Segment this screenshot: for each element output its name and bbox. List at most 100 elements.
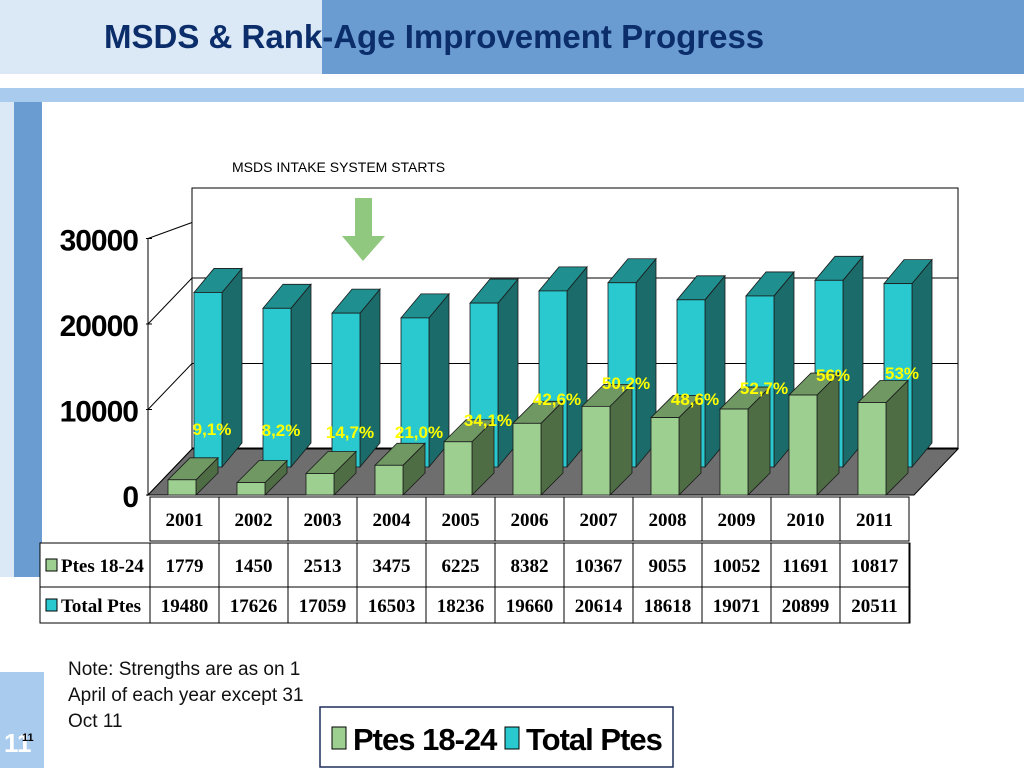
table-value: 18618: [644, 596, 692, 617]
legend-swatch: [331, 726, 347, 750]
bar-ptes-2011: [857, 379, 909, 496]
corner-box: [0, 672, 44, 768]
table-value: 1779: [166, 556, 204, 577]
percent-label: 42,6%: [533, 390, 581, 409]
arrow-down-icon: [342, 198, 385, 261]
percent-label: 14,7%: [326, 423, 374, 442]
y-tick-label: 10000: [60, 396, 139, 429]
bar-ptes-2007: [581, 383, 633, 496]
table-cell: [839, 586, 910, 624]
percent-labels: 9,1% 8,2% 14,7% 21,0% 34,1% 42,6% 50,2% 48,6% 52…: [193, 364, 919, 442]
bar-ptes-2005-front: [443, 441, 473, 496]
table-year: 2007: [580, 510, 619, 531]
percent-label: 8,2%: [262, 421, 301, 440]
y-tick-label: 30000: [60, 225, 139, 258]
table-year: 2002: [235, 510, 273, 531]
bar-ptes-2006-front: [512, 422, 542, 496]
bar-ptes-2008-front: [650, 417, 680, 496]
table-year: 2008: [649, 510, 687, 531]
table-value: 17059: [299, 596, 347, 617]
y-tick-label: 20000: [60, 310, 139, 343]
bar-ptes-2004: [374, 442, 426, 496]
bar-ptes-2003: [305, 450, 357, 496]
table-value: 2513: [304, 556, 342, 577]
table-value: 19480: [161, 596, 209, 617]
table-value: 11691: [782, 556, 828, 577]
table-header-cell: [839, 496, 910, 542]
bar-total-2001: [193, 267, 243, 469]
table-value: 19660: [506, 596, 554, 617]
bar-total-2004: [400, 292, 450, 469]
bar-total-front: [331, 312, 361, 468]
bar-ptes-2008: [650, 394, 702, 496]
table-row-label: Ptes 18-24: [61, 556, 144, 577]
bar-ptes-2010: [788, 372, 840, 496]
annotation-text: MSDS INTAKE SYSTEM STARTS: [232, 159, 445, 175]
percent-label: 50,2%: [602, 374, 650, 393]
table-value: 18236: [437, 596, 485, 617]
bar-ptes-2011-front: [857, 402, 887, 496]
table-value: 9055: [649, 556, 687, 577]
legend-box: [319, 706, 674, 768]
header-band-dark: [322, 0, 1024, 74]
note-text: Note: Strengths are as on 1 April of eac…: [68, 659, 304, 732]
table-year: 2001: [166, 510, 204, 531]
bar-ptes-2002: [236, 459, 288, 496]
bar-ptes-2005: [443, 418, 495, 496]
bar-total-front: [262, 307, 292, 468]
percent-label: 56%: [816, 366, 850, 385]
legend-label: Total Ptes: [526, 722, 662, 757]
bar-total-2003: [331, 288, 381, 469]
data-table: 2001 2002 2003 2004 2005 2006 2007 2008 2009 2010…: [39, 496, 911, 624]
side-band-light: [0, 102, 14, 577]
y-axis-ticks: 0 10000 20000 30000: [60, 225, 152, 514]
bar-ptes-2001: [167, 456, 219, 496]
bar-total-front: [193, 292, 223, 468]
bar-ptes-2009: [719, 386, 771, 496]
page-title: MSDS & Rank-Age Improvement Progress: [104, 18, 765, 55]
bar-ptes-2001-front: [167, 479, 197, 496]
bar-total-front: [400, 317, 430, 468]
table-value: 1450: [235, 556, 273, 577]
table-value: 16503: [368, 596, 416, 617]
table-year: 2011: [856, 510, 893, 531]
table-year: 2003: [304, 510, 342, 531]
table-value: 3475: [373, 556, 411, 577]
slide-number-small: 11: [22, 732, 34, 744]
table-year: 2009: [718, 510, 756, 531]
legend-swatch: [504, 726, 520, 750]
side-band-dark: [14, 102, 42, 577]
percent-label: 34,1%: [464, 411, 512, 430]
bar-ptes-2006: [512, 400, 564, 496]
table-row-label: Total Ptes: [61, 596, 141, 617]
table-year: 2004: [373, 510, 412, 531]
percent-label: 48,6%: [671, 390, 719, 409]
chart-legend: Ptes 18-24 Total Ptes: [319, 706, 674, 768]
chart-bars: [167, 255, 933, 496]
table-row-swatch: [45, 558, 58, 572]
table-body: [39, 542, 911, 624]
table-year: 2010: [787, 510, 825, 531]
table-value: 17626: [230, 596, 278, 617]
bar-ptes-2004-front: [374, 464, 404, 496]
percent-label: 21,0%: [395, 423, 443, 442]
bar-ptes-2010-front: [788, 394, 818, 496]
table-value: 6225: [442, 556, 480, 577]
y-tick-label: 0: [122, 481, 138, 514]
slide-number: 11: [4, 728, 32, 758]
table-value: 20614: [575, 596, 623, 617]
percent-label: 52,7%: [740, 379, 788, 398]
table-value: 10367: [575, 556, 623, 577]
bar-ptes-2002-front: [236, 482, 266, 496]
table-value: 10817: [851, 556, 899, 577]
table-value: 20511: [851, 596, 897, 617]
table-year: 2006: [511, 510, 549, 531]
table-year: 2005: [442, 510, 480, 531]
bar-total-2002: [262, 283, 312, 469]
header-band-light: [0, 0, 322, 74]
percent-label: 9,1%: [193, 420, 232, 439]
table-value: 19071: [713, 596, 761, 617]
bar-ptes-2007-front: [581, 405, 611, 496]
bar-ptes-2009-front: [719, 408, 749, 496]
